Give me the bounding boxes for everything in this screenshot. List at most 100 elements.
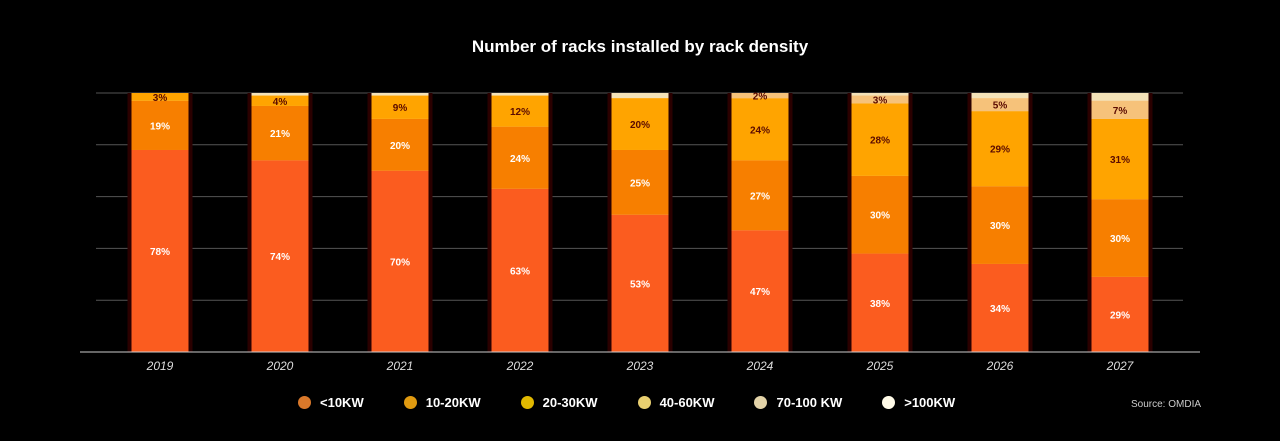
bar-2019: 78% 19% 3% [127, 93, 193, 352]
x-tick-label: 2020 [266, 359, 294, 373]
segment-40-60KW [731, 93, 789, 99]
bar-2020: 74% 21% 4% [247, 93, 313, 352]
data-label: 78% [150, 247, 170, 258]
source-note: Source: OMDIA [1131, 399, 1202, 410]
segment-20-30KW [971, 111, 1029, 187]
segment-10-20KW [251, 105, 309, 161]
segment-20-30KW [131, 93, 189, 101]
data-label: 20% [390, 141, 410, 152]
legend-label: 70-100 KW [776, 395, 843, 410]
segment-10-20KW [491, 126, 549, 189]
data-label: 29% [990, 145, 1010, 156]
legend-item: 10-20KW [403, 395, 481, 410]
data-label: 9% [393, 103, 408, 114]
legend-item: 70-100 KW [754, 395, 842, 410]
data-label: 3% [153, 93, 168, 104]
segment-<10KW [491, 188, 549, 352]
x-tick-label: 2025 [866, 359, 894, 373]
legend-dot-icon [754, 396, 768, 409]
legend-item: <10KW [298, 395, 364, 410]
segment-<10KW [131, 149, 189, 352]
data-label: 34% [990, 304, 1010, 315]
legend-dot-icon [403, 396, 417, 409]
legend-item: >100KW [882, 395, 955, 410]
x-tick-label: 2019 [146, 359, 174, 373]
segment-<10KW [371, 170, 429, 352]
x-tick-label: 2024 [746, 359, 774, 373]
segment-20-30KW [491, 95, 549, 127]
legend-dot-icon [882, 396, 896, 409]
data-label: 20% [630, 120, 650, 131]
segment-<10KW [971, 263, 1029, 352]
bar-2027: 29% 30% 31% 7% [1087, 93, 1153, 352]
data-label: 74% [270, 252, 290, 263]
bar-2024: 47% 27% 24% 2% [727, 92, 793, 352]
data-label: 24% [510, 154, 530, 165]
segment-10-20KW [131, 100, 189, 150]
data-label: 12% [510, 107, 530, 118]
bar-2022: 63% 24% 12% [487, 93, 553, 352]
segment-20-30KW [251, 95, 309, 106]
segment-<10KW [851, 253, 909, 352]
segment-10-20KW [611, 149, 669, 215]
segment-40-60KW [851, 95, 909, 104]
bar-2026: 34% 30% 29% 5% [967, 93, 1033, 352]
data-label: 27% [750, 191, 770, 202]
legend-dot-icon [298, 396, 311, 409]
segment-10-20KW [371, 118, 429, 171]
segment-<10KW [731, 230, 789, 352]
legend-item: 20-30KW [520, 395, 598, 410]
data-label: 38% [870, 299, 890, 310]
data-label: 53% [630, 279, 650, 290]
data-label: 19% [150, 121, 170, 132]
bar-2025: 38% 30% 28% 3% [847, 93, 913, 352]
data-label: 63% [510, 266, 530, 277]
segment-20-30KW [731, 98, 789, 161]
segment-20-30KW [611, 98, 669, 150]
segment-<10KW [251, 160, 309, 352]
segment-10-20KW [731, 160, 789, 231]
data-label: 29% [1110, 310, 1130, 321]
segment-10-20KW [851, 175, 909, 254]
legend-label: <10KW [320, 395, 364, 410]
data-label: 25% [630, 178, 650, 189]
segment-10-20KW [1091, 199, 1149, 277]
legend-label: 40-60KW [659, 395, 715, 410]
data-label: 30% [870, 211, 890, 222]
legend-item: 40-60KW [637, 395, 715, 410]
legend-label: 20-30KW [542, 395, 598, 410]
data-label: 4% [273, 97, 288, 108]
legend: <10KW 10-20KW 20-30KW 40-60KW 70-100 KW >100K… [298, 395, 995, 410]
segment-40-60KW [971, 98, 1029, 112]
x-tick-label: 2022 [506, 359, 534, 373]
segment-40-60KW [1091, 100, 1149, 119]
legend-label: >100KW [904, 395, 956, 410]
data-label: 30% [990, 221, 1010, 232]
data-label: 2% [753, 92, 768, 103]
legend-dot-icon [637, 396, 651, 409]
x-tick-label: 2023 [626, 359, 654, 373]
data-label: 47% [750, 287, 770, 298]
data-label: 24% [750, 125, 770, 136]
x-tick-label: 2021 [386, 359, 414, 373]
data-label: 30% [1110, 234, 1130, 245]
x-tick-label: 2027 [1106, 359, 1135, 373]
segment-20-30KW [1091, 118, 1149, 200]
legend-dot-icon [520, 396, 534, 409]
data-label: 70% [390, 257, 410, 268]
legend-label: 10-20KW [425, 395, 481, 410]
segment-<10KW [611, 214, 669, 352]
data-label: 5% [993, 101, 1008, 112]
data-label: 7% [1113, 106, 1128, 117]
data-label: 21% [270, 129, 290, 140]
x-tick-label: 2026 [986, 359, 1014, 373]
segment-20-30KW [371, 95, 429, 119]
data-label: 28% [870, 136, 890, 147]
bar-2021: 70% 20% 9% [367, 93, 433, 352]
segment-10-20KW [971, 186, 1029, 264]
segment-<10KW [1091, 276, 1149, 352]
chart-title: Number of racks installed by rack densit… [471, 37, 809, 56]
bar-2023: 53% 25% 20% [607, 93, 673, 352]
segment-20-30KW [851, 103, 909, 176]
